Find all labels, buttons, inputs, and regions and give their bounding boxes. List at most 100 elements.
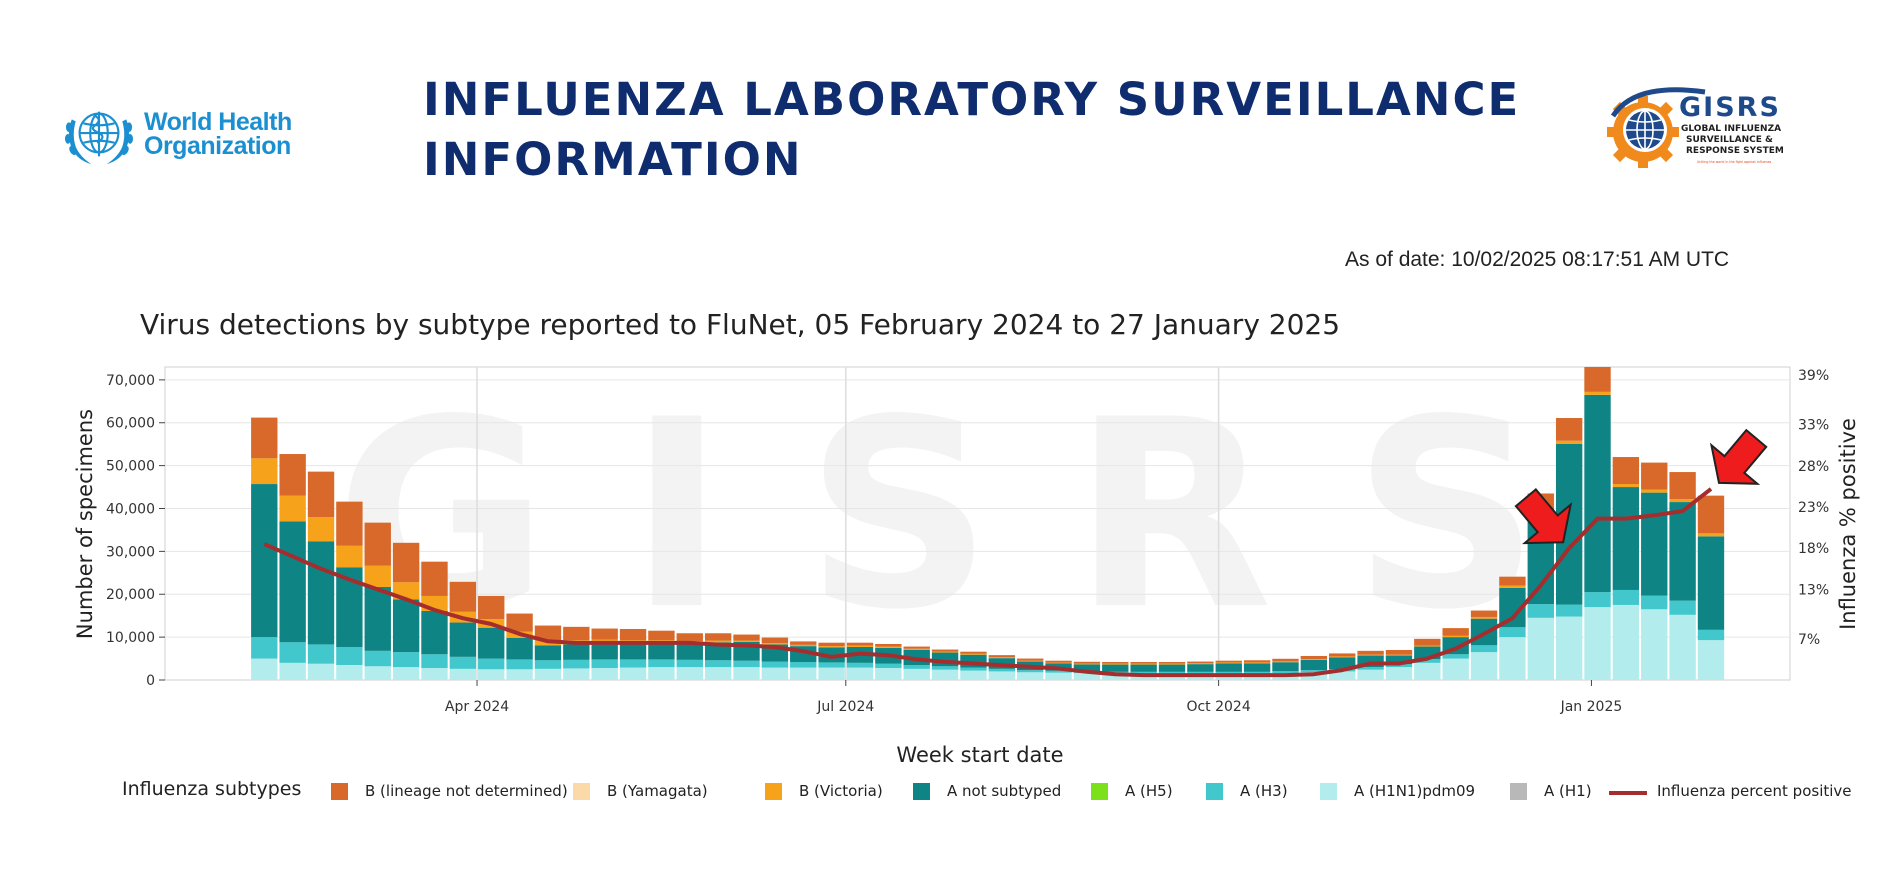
x-axis-title: Week start date [896,743,1063,767]
bar-segment [1641,609,1668,680]
gisrs-logo-name: GISRS [1679,92,1781,123]
gisrs-logo-tagline: Uniting the world in the fight against i… [1697,160,1771,164]
y-tick-label: 70,000 [106,373,155,389]
legend-item[interactable]: B (lineage not determined) [331,782,568,800]
who-logo-line-1: World Health [144,108,292,136]
bar-segment [307,663,335,680]
legend-item[interactable]: A (H5) [1091,782,1173,800]
bar-segment [619,659,647,668]
bar-segment [336,664,363,680]
bar-segment [1045,662,1072,664]
y2-tick-label: 18% [1798,541,1829,557]
bar-segment [449,656,477,669]
bar-segment [988,655,1015,658]
bar-segment [1669,614,1696,680]
chart-title: Virus detections by subtype reported to … [140,308,1340,341]
bar-segment [704,633,732,641]
bar-segment [619,643,647,660]
legend-swatch [1206,783,1223,800]
bar-segment [1385,664,1413,668]
legend-item-label: A (H3) [1240,782,1288,800]
bar-segment [1187,663,1214,665]
bar-segment [591,659,618,668]
bar-segment [931,666,959,670]
bar-segment [251,484,278,638]
bar-segment [1414,658,1441,663]
bar-segment [563,659,590,669]
legend-swatch [1320,783,1337,800]
bar-segment [733,640,760,642]
legend-item[interactable]: A not subtyped [913,782,1061,800]
bar-segment [1641,489,1668,493]
bar-segment [506,613,533,632]
legend-item[interactable]: B (Yamagata) [573,782,708,800]
bar-segment [1527,604,1554,618]
bar-segment [1470,616,1498,619]
bar-segment [846,645,874,647]
bar-segment [336,646,363,665]
gisrs-gear-icon [1607,87,1706,168]
bar-segment [1300,670,1328,673]
bar-segment [1243,660,1271,663]
bar-segment [818,662,845,668]
bar-segment [1045,660,1072,663]
bar-segment [1187,671,1214,674]
legend-item-label: B (Yamagata) [607,782,708,800]
bar-segment [875,643,902,647]
legend-title: Influenza subtypes [122,778,302,800]
as-of-date: As of date: 10/02/2025 08:17:51 AM UTC [1345,248,1730,271]
bar-segment [818,667,845,680]
legend-item[interactable]: A (H3) [1206,782,1288,800]
bar-segment [1584,394,1611,593]
bar-segment [704,640,732,643]
bar-segment [1215,660,1242,663]
bar-segment [1215,662,1242,664]
bar-segment [818,646,845,648]
bar-segment [251,637,278,659]
bar-segment [1187,661,1214,664]
y2-axis-title: Influenza % positive [1836,418,1860,630]
bar-segment [251,458,278,485]
bar-segment [733,660,760,668]
bar-segment [1272,662,1299,672]
bar-segment [279,454,306,496]
bar-segment [1414,662,1441,680]
who-logo-line-2: Organization [144,132,291,160]
bar-segment [1329,671,1356,680]
legend-item[interactable]: B (Victoria) [765,782,883,800]
bar-segment [1470,610,1498,617]
bar-segment [1357,669,1384,680]
bar-segment [421,561,448,596]
who-logo-text: World Health Organization [144,108,292,160]
legend-item[interactable]: Influenza percent positive [1609,782,1852,800]
bar-segment [591,643,618,660]
bar-segment [421,667,448,680]
bar-segment [1527,617,1554,680]
bar-segment [1442,635,1469,638]
y-tick-label: 30,000 [106,544,155,560]
bar-segment [1158,664,1186,672]
legend-item[interactable]: A (H1N1)pdm09 [1320,782,1475,800]
legend-swatch [331,783,348,800]
bar-segment [364,650,391,667]
bar-segment [648,642,675,660]
legend-line-swatch [1609,791,1647,795]
bar-segment [1158,663,1186,665]
legend-item[interactable]: A (H1) [1510,782,1592,800]
bar-segment [1555,616,1583,680]
bar-segment [421,654,448,668]
bar-segment [733,667,760,680]
bar-segment [1641,492,1668,596]
chart-legend: Influenza subtypes B (lineage not determ… [122,776,1862,806]
who-logo: World Health Organization [60,100,292,168]
bar-segment [1016,660,1044,662]
bar-segment [1272,661,1299,663]
who-emblem-icon [65,111,133,165]
bar-segment [903,668,930,680]
x-tick-label: Apr 2024 [445,699,509,715]
bar-segment [1499,627,1526,638]
bar-segment [364,565,391,587]
bar-segment [988,657,1015,659]
bar-segment [1470,645,1498,653]
x-tick-label: Jan 2025 [1560,699,1623,715]
